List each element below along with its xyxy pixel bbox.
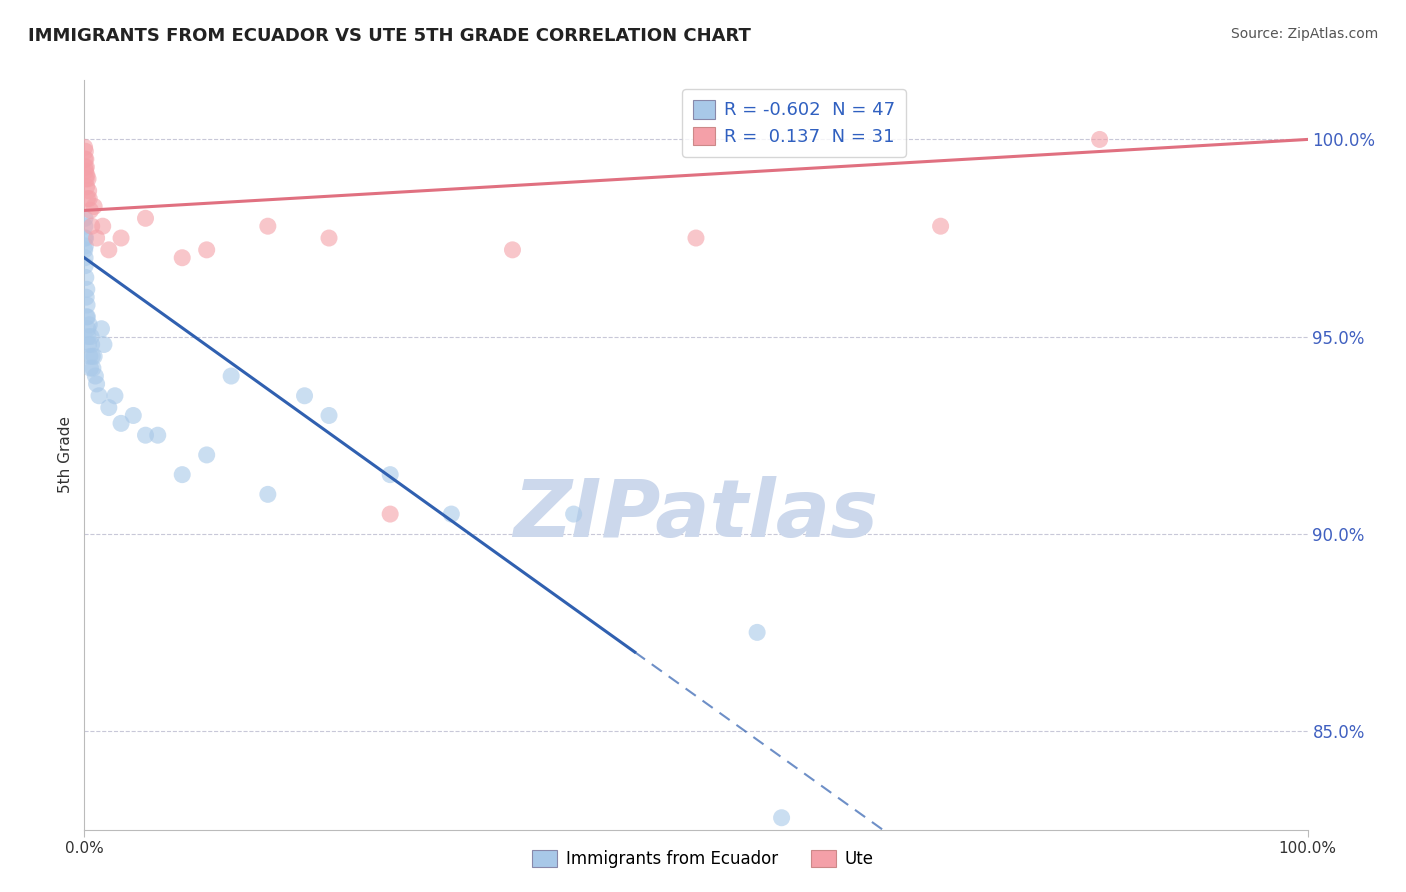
Point: [84, 369, 107, 384]
Text: Source: ZipAtlas.com: Source: ZipAtlas.com: [1230, 27, 1378, 41]
Point: [380, 467, 402, 482]
Point: [87, 389, 110, 403]
Point: [76, 310, 98, 324]
Point: [97, 401, 120, 415]
Point: [83, 199, 105, 213]
Point: [80, 219, 103, 234]
Point: [75, 251, 97, 265]
Point: [80, 329, 103, 343]
Point: [440, 507, 463, 521]
Point: [77, 192, 100, 206]
Point: [76, 192, 98, 206]
Point: [76, 322, 98, 336]
Point: [146, 428, 169, 442]
Point: [79, 361, 101, 376]
Point: [75, 172, 97, 186]
Point: [76, 298, 98, 312]
Point: [172, 251, 194, 265]
Point: [73, 219, 96, 234]
Point: [86, 231, 108, 245]
Point: [76, 310, 98, 324]
Point: [75, 270, 97, 285]
Point: [73, 231, 96, 245]
Point: [73, 243, 96, 257]
Point: [110, 231, 132, 245]
Point: [73, 152, 96, 166]
Point: [82, 349, 104, 363]
Point: [76, 179, 98, 194]
Point: [318, 231, 340, 245]
Point: [172, 467, 194, 482]
Point: [75, 152, 97, 166]
Point: [104, 389, 127, 403]
Point: [318, 409, 340, 423]
Point: [73, 211, 96, 226]
Text: IMMIGRANTS FROM ECUADOR VS UTE 5TH GRADE CORRELATION CHART: IMMIGRANTS FROM ECUADOR VS UTE 5TH GRADE…: [28, 27, 751, 45]
Point: [75, 259, 97, 273]
Point: [380, 507, 402, 521]
Point: [257, 487, 280, 501]
Point: [77, 318, 100, 332]
Point: [110, 417, 132, 431]
Text: ZIPatlas: ZIPatlas: [513, 475, 879, 554]
Point: [122, 409, 145, 423]
Point: [77, 329, 100, 343]
Point: [90, 322, 112, 336]
Point: [770, 811, 793, 825]
Point: [294, 389, 316, 403]
Point: [97, 243, 120, 257]
Point: [75, 231, 97, 245]
Point: [86, 376, 108, 391]
Point: [75, 160, 97, 174]
Point: [91, 219, 114, 234]
Point: [75, 239, 97, 253]
Point: [77, 337, 100, 351]
Point: [219, 369, 242, 384]
Point: [747, 625, 769, 640]
Point: [80, 337, 103, 351]
Point: [75, 290, 97, 304]
Point: [83, 349, 105, 363]
Point: [93, 337, 115, 351]
Point: [195, 243, 218, 257]
Point: [75, 145, 97, 159]
Point: [73, 140, 96, 154]
Point: [685, 231, 707, 245]
Point: [77, 184, 100, 198]
Point: [79, 203, 101, 218]
Point: [929, 219, 952, 234]
Point: [76, 168, 98, 182]
Point: [76, 282, 98, 296]
Point: [135, 211, 157, 226]
Point: [82, 361, 104, 376]
Point: [257, 219, 280, 234]
Point: [195, 448, 218, 462]
Point: [135, 428, 157, 442]
Y-axis label: 5th Grade: 5th Grade: [58, 417, 73, 493]
Point: [79, 349, 101, 363]
Legend: Immigrants from Ecuador, Ute: Immigrants from Ecuador, Ute: [526, 843, 880, 875]
Point: [75, 160, 97, 174]
Point: [502, 243, 524, 257]
Legend: R = -0.602  N = 47, R =  0.137  N = 31: R = -0.602 N = 47, R = 0.137 N = 31: [682, 89, 905, 157]
Point: [1088, 132, 1111, 146]
Point: [75, 164, 97, 178]
Point: [562, 507, 585, 521]
Point: [77, 172, 100, 186]
